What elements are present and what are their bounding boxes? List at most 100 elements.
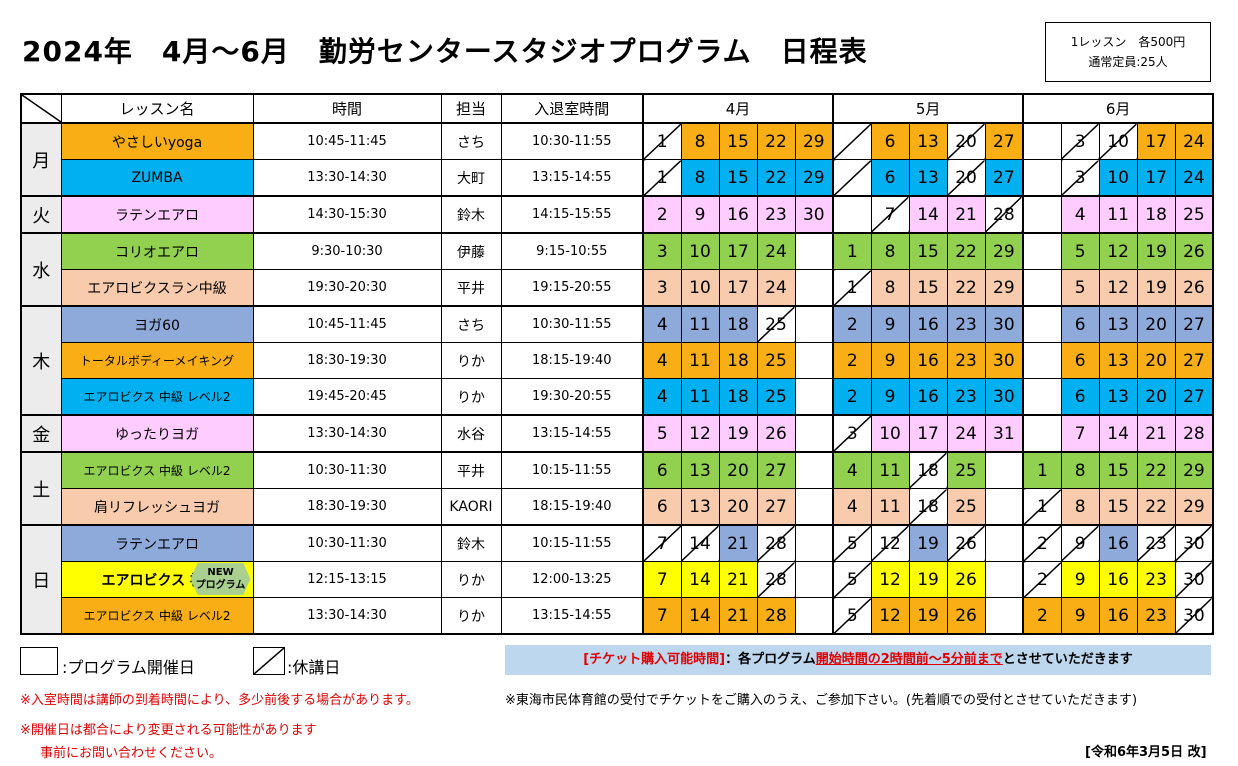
column-header: レッスン名 [60,93,254,124]
lesson-name-text: トータルボディーメイキング [79,354,235,368]
session-day: 25 [756,378,796,416]
revision: [令和6年3月5日 改] [1085,745,1207,760]
session-day: 10 [870,414,910,453]
session-day: 5 [1060,269,1100,307]
cancelled-day: 12 [870,524,910,562]
new-badge: NEW プログラム [190,563,251,595]
session-day: 4 [642,342,682,379]
session-day: 21 [718,597,758,635]
time: 10:45-11:45 [252,122,442,160]
staff: KAORI [440,488,502,526]
staff: さち [440,122,502,160]
lesson-name-text: ゆったりヨガ [115,426,199,443]
session-day: 7 [642,561,682,598]
cancelled-day: 28 [756,524,796,562]
note: ※東海市民体育館の受付でチケットをご購入のうえ、ご参加下さい。(先着順での受付と… [505,693,1138,708]
lesson-row: 土 エアロビクス 中級 レベル2 10:30-11:30 平井 10:15-11:55 6… [20,451,1214,526]
session-day: 23 [1136,561,1176,598]
session-day: 26 [756,414,796,453]
session-day: 2 [832,342,872,379]
session-day: 29 [1174,488,1214,526]
ticket-text: とさせていただきます [1002,652,1133,667]
cancelled-day: 14 [680,524,720,562]
session-day: 6 [870,159,910,197]
staff: りか [440,561,502,598]
cancelled-day: 1 [642,159,682,197]
staff: りか [440,342,502,379]
session-day: 2 [642,195,682,234]
weekday: 月 [20,122,62,197]
empty-cell [794,451,834,489]
session-day: 11 [1098,195,1138,234]
note: ※入室時間は講師の到着時間により、多少前後する場合があります。 [20,693,419,708]
time: 14:30-15:30 [252,195,442,234]
session-day: 22 [1136,451,1176,489]
session-day: 27 [984,159,1024,197]
cancelled-day: 26 [946,524,986,562]
session-day: 26 [1174,269,1214,307]
session-day: 11 [870,488,910,526]
lesson-row: 月やさしいyoga 10:45-11:45 さち 10:30-11:55 1 8 15 22 2… [20,122,1214,197]
legend-closed-box [253,647,285,675]
cancelled-day: 25 [756,305,796,343]
session-day: 2 [832,305,872,343]
empty-cell [1022,232,1062,270]
session-day: 9 [680,195,720,234]
session-day: 23 [756,195,796,234]
room-time: 19:30-20:55 [500,378,644,416]
session-day: 8 [1060,488,1100,526]
session-day: 21 [718,561,758,598]
time: 10:30-11:30 [252,524,442,562]
lesson-row: 日ラテンエアロ 10:30-11:30 鈴木 10:15-11:55 7 14 21 28 5 1… [20,524,1214,635]
cancelled-day [832,159,872,197]
room-time: 18:15-19:40 [500,342,644,379]
cancelled-day: 3 [1060,122,1100,160]
session-day: 15 [1098,451,1138,489]
session-day: 1 [1022,451,1062,489]
session-day: 5 [1060,232,1100,270]
session-day: 29 [794,159,834,197]
empty-cell [1022,159,1062,197]
session-day: 23 [946,378,986,416]
session-day: 19 [908,524,948,562]
cancelled-day: 20 [946,122,986,160]
weekday: 木 [20,305,62,416]
session-day: 14 [680,597,720,635]
time: 19:30-20:30 [252,269,442,307]
staff: 平井 [440,451,502,489]
time: 18:30-19:30 [252,342,442,379]
empty-cell [794,305,834,343]
empty-cell [1022,195,1062,234]
weekday: 水 [20,232,62,307]
session-day: 20 [1136,305,1176,343]
session-day: 12 [870,597,910,635]
empty-cell [794,524,834,562]
ticket-info: [チケット購入可能時間]：各プログラム開始時間の2時間前～5分前までとさせていた… [505,645,1211,675]
staff: 鈴木 [440,195,502,234]
lesson-name: コリオエアロ [60,232,254,270]
session-day: 23 [946,305,986,343]
session-day: 11 [680,378,720,416]
room-time: 19:15-20:55 [500,269,644,307]
lesson-name-text: ラテンエアロ [115,207,199,224]
lesson-name: ZUMBA [60,159,254,197]
empty-cell [984,488,1024,526]
month-header: 4月 [641,93,834,124]
note: ※開催日は都合により変更される可能性があります [20,723,317,738]
cancelled-day: 2 [1022,561,1062,598]
session-day: 14 [908,195,948,234]
staff: りか [440,378,502,416]
cancelled-day: 28 [756,561,796,598]
cancelled-day: 3 [1060,159,1100,197]
lesson-row: 金ゆったりヨガ 13:30-14:30 水谷 13:15-14:55 5 12 19 26 3 1… [20,414,1214,453]
cancelled-day: 2 [1022,524,1062,562]
badge-text: NEW [207,567,234,578]
session-day: 15 [718,159,758,197]
session-day: 12 [1098,232,1138,270]
lesson-name: ゆったりヨガ [60,414,254,453]
lesson-row: エアロビクス 中級 レベル2 19:45-20:45 りか 19:30-20:55 4 1… [21,378,1214,416]
column-header: 入退室時間 [500,93,644,124]
session-day: 26 [946,597,986,635]
empty-cell [984,597,1024,635]
session-day: 17 [1136,159,1176,197]
